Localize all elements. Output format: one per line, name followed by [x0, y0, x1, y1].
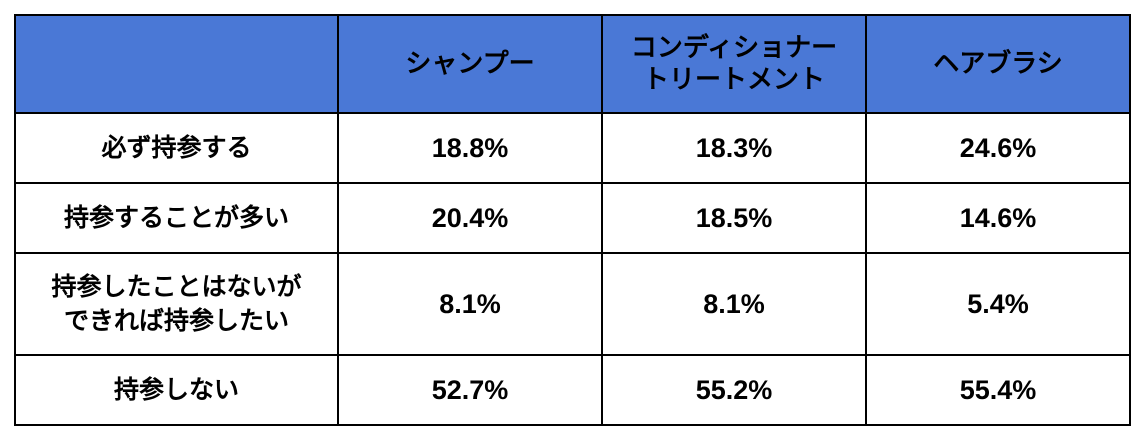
header-row: シャンプー コンディショナー トリートメント ヘアブラシ: [14, 14, 1131, 114]
value-hairbrush: 14.6%: [865, 182, 1131, 254]
table-row: 持参しない 52.7% 55.2% 55.4%: [14, 354, 1131, 426]
row-label-line: 必ず持参する: [101, 133, 252, 162]
header-conditioner-line-2: トリートメント: [642, 65, 825, 95]
value-hairbrush: 24.6%: [865, 112, 1131, 184]
value-shampoo: 18.8%: [337, 112, 603, 184]
survey-table: シャンプー コンディショナー トリートメント ヘアブラシ 必ず持参する 18.8…: [14, 14, 1131, 426]
value-conditioner: 18.5%: [601, 182, 867, 254]
header-hairbrush: ヘアブラシ: [865, 14, 1131, 114]
row-label-line-2: できれば持参したい: [63, 306, 289, 335]
value-conditioner: 55.2%: [601, 354, 867, 426]
value-conditioner: 18.3%: [601, 112, 867, 184]
row-label-often-bring: 持参することが多い: [14, 182, 339, 254]
header-shampoo: シャンプー: [337, 14, 603, 114]
row-label-line: 持参することが多い: [63, 203, 289, 232]
header-conditioner-line-1: コンディショナー: [630, 33, 838, 63]
table-row: 持参したことはないが できれば持参したい 8.1% 8.1% 5.4%: [14, 252, 1131, 356]
value-shampoo: 8.1%: [337, 252, 603, 356]
value-shampoo: 20.4%: [337, 182, 603, 254]
row-label-do-not-bring: 持参しない: [14, 354, 339, 426]
header-corner-cell: [14, 14, 339, 114]
row-label-line: 持参しない: [113, 375, 239, 404]
table-row: 必ず持参する 18.8% 18.3% 24.6%: [14, 112, 1131, 184]
row-label-always-bring: 必ず持参する: [14, 112, 339, 184]
table-row: 持参することが多い 20.4% 18.5% 14.6%: [14, 182, 1131, 254]
row-label-never-but-want: 持参したことはないが できれば持参したい: [14, 252, 339, 356]
value-shampoo: 52.7%: [337, 354, 603, 426]
header-conditioner-treatment: コンディショナー トリートメント: [601, 14, 867, 114]
row-label-line-1: 持参したことはないが: [51, 272, 302, 301]
value-hairbrush: 5.4%: [865, 252, 1131, 356]
value-conditioner: 8.1%: [601, 252, 867, 356]
value-hairbrush: 55.4%: [865, 354, 1131, 426]
